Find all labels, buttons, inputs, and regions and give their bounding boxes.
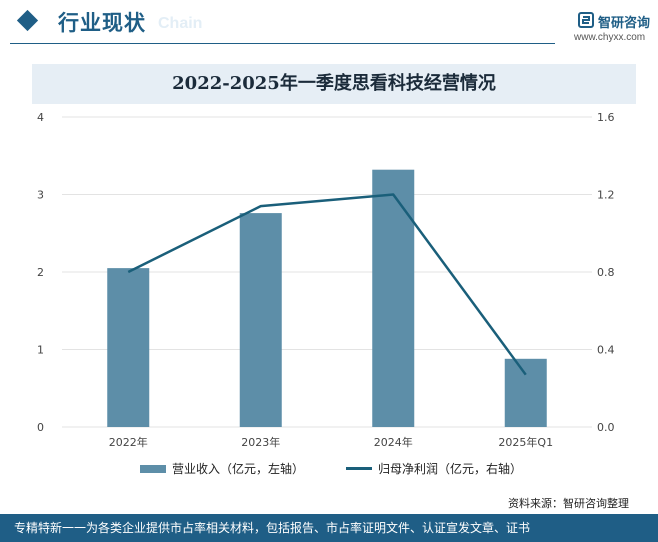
section-header: 行业现状 Chain [0, 0, 658, 48]
left-tick-label: 4 [37, 111, 44, 124]
source-note: 资料来源：智研咨询整理 [508, 497, 629, 510]
revenue-bar [504, 358, 547, 427]
legend-bar-swatch [140, 465, 166, 473]
line-series [127, 193, 527, 376]
legend: 营业收入（亿元，左轴） 归母净利润（亿元，右轴） [0, 459, 658, 479]
x-axis-ticks: 2022年 2023年 2024年 2025年Q1 [109, 435, 553, 449]
header-rule [10, 43, 555, 44]
grid-lines [62, 116, 592, 428]
chart-title-band: 2022-2025年一季度思看科技经营情况 [32, 64, 636, 104]
x-tick-label: 2024年 [374, 435, 413, 449]
left-tick-label: 2 [37, 266, 44, 279]
ghost-text: Chain [158, 15, 203, 32]
chart-title: 2022-2025年一季度思看科技经营情况 [172, 73, 496, 94]
right-tick-label: 1.2 [597, 189, 615, 202]
revenue-bar [107, 268, 150, 427]
x-tick-label: 2023年 [241, 435, 280, 449]
brand-site: www.chyxx.com [574, 32, 646, 43]
legend-line-swatch [346, 467, 372, 470]
footer-text: 专精特新一一为各类企业提供市占率相关材料，包括报告、市占率证明文件、认证宣发文章… [14, 521, 531, 535]
legend-line-label: 归母净利润（亿元，右轴） [378, 462, 523, 476]
revenue-bar [239, 213, 282, 427]
section-title: 行业现状 [58, 11, 146, 35]
brand-block: 智研咨询 www.chyxx.com [574, 10, 658, 50]
right-axis-ticks: 0.0 0.4 0.8 1.2 1.6 [597, 111, 615, 434]
left-axis-ticks: 0 1 2 3 4 [37, 111, 44, 434]
net-profit-line [127, 193, 527, 376]
bar-series [107, 169, 547, 427]
legend-bar-label: 营业收入（亿元，左轴） [172, 462, 305, 476]
footer-bar: 专精特新一一为各类企业提供市占率相关材料，包括报告、市占率证明文件、认证宣发文章… [0, 514, 658, 542]
x-tick-label: 2022年 [109, 435, 148, 449]
right-tick-label: 0.0 [597, 421, 615, 434]
revenue-bar [372, 169, 415, 427]
right-tick-label: 0.8 [597, 266, 615, 279]
left-tick-label: 1 [37, 344, 44, 357]
left-tick-label: 0 [37, 421, 44, 434]
x-tick-label: 2025年Q1 [498, 435, 553, 449]
brand-name: 智研咨询 [598, 16, 651, 31]
right-tick-label: 0.4 [597, 344, 615, 357]
right-tick-label: 1.6 [597, 111, 615, 124]
brand-logo-icon [578, 12, 594, 28]
left-tick-label: 3 [37, 189, 44, 202]
